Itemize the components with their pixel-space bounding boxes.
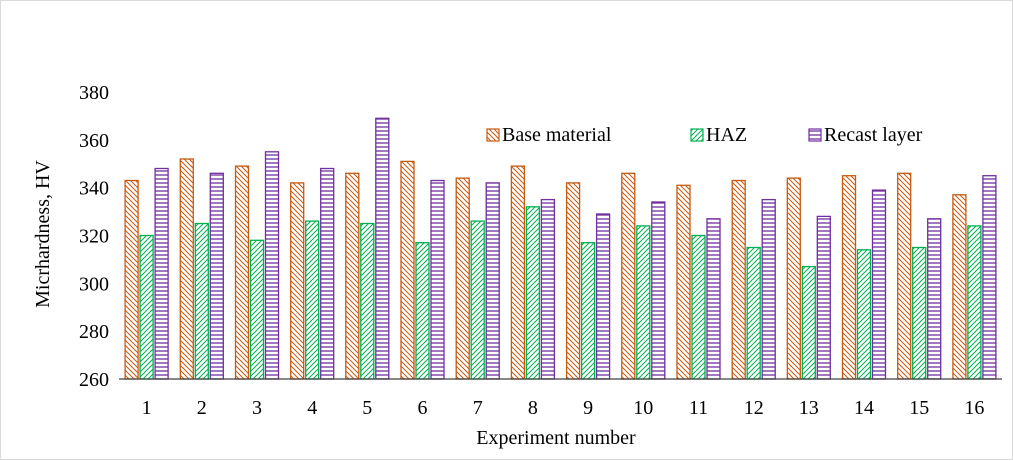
bar-recast-layer	[430, 179, 445, 380]
bar-recast-layer	[485, 182, 500, 380]
bar-base-material	[952, 194, 967, 380]
bar-haz	[856, 249, 872, 380]
bar-recast-layer	[154, 167, 169, 380]
bar-haz	[525, 206, 541, 380]
y-axis-title: Micrhardness, HV	[32, 160, 54, 308]
bar-haz	[691, 234, 706, 380]
bar-haz	[139, 234, 154, 380]
bar-haz	[360, 222, 375, 380]
bar-haz	[746, 246, 761, 380]
bar-base-material	[786, 177, 801, 380]
x-tick-label: 10	[633, 397, 653, 419]
x-tick-label: 2	[197, 397, 207, 419]
bar-base-material	[565, 182, 581, 380]
legend-label: Base material	[502, 124, 612, 146]
bar-recast-layer	[320, 167, 335, 380]
y-tick-label: 320	[79, 226, 109, 248]
legend-label: Recast layer	[824, 124, 923, 146]
bar-haz	[415, 242, 430, 380]
bar-recast-layer	[209, 172, 224, 380]
x-tick-label: 9	[583, 397, 593, 419]
y-tick-label: 260	[79, 369, 109, 391]
x-tick-label: 12	[744, 397, 764, 419]
legend-swatch	[690, 128, 704, 142]
y-tick-label: 300	[79, 273, 109, 295]
x-tick-label: 15	[909, 397, 929, 419]
bar-base-material	[345, 172, 360, 380]
x-tick-label: 11	[689, 397, 708, 419]
x-tick-label: 3	[252, 397, 262, 419]
bar-base-material	[676, 184, 691, 380]
bar-recast-layer	[816, 215, 831, 380]
bar-base-material	[841, 175, 857, 380]
legend-label: HAZ	[706, 124, 747, 146]
bar-haz	[967, 225, 982, 380]
y-tick-label: 280	[79, 321, 109, 343]
bar-recast-layer	[595, 213, 611, 380]
legend-swatch	[808, 128, 822, 142]
bar-base-material	[234, 165, 250, 380]
x-tick-label: 1	[142, 397, 152, 419]
bar-haz	[636, 225, 651, 380]
bar-base-material	[897, 172, 912, 380]
bar-base-material	[124, 179, 139, 380]
bar-haz	[801, 265, 816, 380]
x-tick-label: 14	[854, 397, 874, 419]
bar-haz	[194, 222, 209, 380]
bar-base-material	[400, 160, 415, 380]
bar-base-material	[290, 182, 305, 380]
y-tick-label: 340	[79, 178, 109, 200]
y-tick-label: 360	[79, 130, 109, 152]
bar-base-material	[731, 179, 746, 380]
bar-recast-layer	[706, 218, 721, 380]
bar-base-material	[455, 177, 470, 380]
legend-swatch	[486, 128, 500, 142]
bar-recast-layer	[651, 201, 666, 380]
x-tick-label: 16	[964, 397, 984, 419]
y-tick-label: 380	[79, 82, 109, 104]
bar-haz	[249, 239, 265, 380]
bar-recast-layer	[927, 218, 942, 380]
bar-recast-layer	[982, 175, 997, 380]
bar-base-material	[621, 172, 636, 380]
bar-recast-layer	[375, 117, 390, 380]
x-tick-label: 5	[362, 397, 372, 419]
bar-recast-layer	[761, 198, 776, 380]
bar-recast-layer	[264, 151, 280, 380]
x-tick-label: 13	[799, 397, 819, 419]
bar-base-material	[179, 158, 194, 380]
bar-recast-layer	[871, 189, 887, 380]
x-tick-label: 6	[418, 397, 428, 419]
bar-base-material	[510, 165, 526, 380]
bar-haz	[580, 242, 596, 380]
x-axis-title: Experiment number	[476, 427, 636, 449]
bar-recast-layer	[540, 198, 556, 380]
bar-haz	[305, 220, 320, 380]
bar-haz	[470, 220, 485, 380]
x-tick-label: 7	[473, 397, 483, 419]
bar-haz	[912, 246, 927, 380]
x-tick-label: 4	[307, 397, 317, 419]
x-tick-label: 8	[528, 397, 538, 419]
